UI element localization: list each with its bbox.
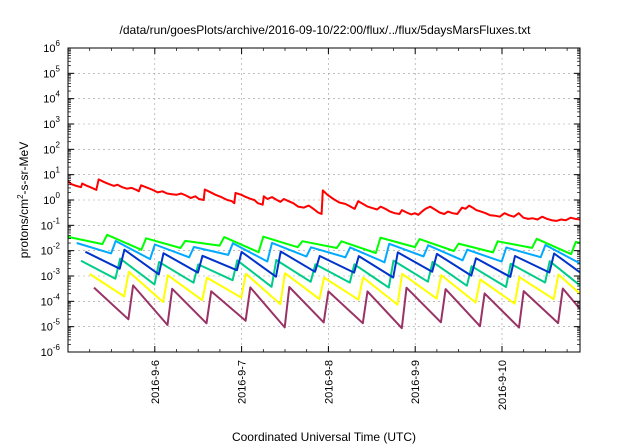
y-tick-label: 10-5 <box>41 318 61 334</box>
series-line <box>76 240 580 265</box>
x-tick-label: 2016-9-9 <box>410 360 422 404</box>
y-tick-label: 10-3 <box>41 267 61 283</box>
series-line <box>80 257 580 289</box>
series-line <box>89 270 580 306</box>
chart-title: /data/run/goesPlots/archive/2016-09-10/2… <box>120 23 532 37</box>
y-axis: 10-6 10-5 10-4 10-3 10-2 10-1 100 101 102 103 104 1… <box>41 39 580 359</box>
x-tick-label: 2016-9-7 <box>237 360 249 404</box>
series-layer <box>68 178 580 330</box>
y-tick-label: 105 <box>43 64 60 80</box>
y-tick-label: 102 <box>43 140 60 156</box>
x-tick-label: 2016-9-6 <box>150 360 162 404</box>
y-tick-label: 103 <box>43 115 60 131</box>
series-line <box>68 233 580 256</box>
x-axis: 2016-9-6 2016-9-7 2016-9-8 2016-9-9 2016-9-1… <box>89 48 568 410</box>
y-tick-label: 100 <box>43 191 60 207</box>
series-line <box>84 248 580 279</box>
y-tick-label: 106 <box>43 39 60 55</box>
series-line <box>93 284 580 330</box>
y-tick-label: 104 <box>43 90 60 106</box>
x-axis-label: Coordinated Universal Time (UTC) <box>232 430 416 444</box>
y-tick-label: 10-6 <box>41 343 61 359</box>
y-tick-label: 10-4 <box>41 292 61 308</box>
y-axis-label: protons/cm2-s-sr-MeV <box>16 142 31 258</box>
grid <box>68 48 580 352</box>
y-tick-label: 10-2 <box>41 242 61 258</box>
series-line <box>68 178 580 222</box>
x-tick-label: 2016-9-10 <box>497 360 509 410</box>
y-tick-label: 10-1 <box>41 216 61 232</box>
y-tick-label: 101 <box>43 166 60 182</box>
x-tick-label: 2016-9-8 <box>323 360 335 404</box>
